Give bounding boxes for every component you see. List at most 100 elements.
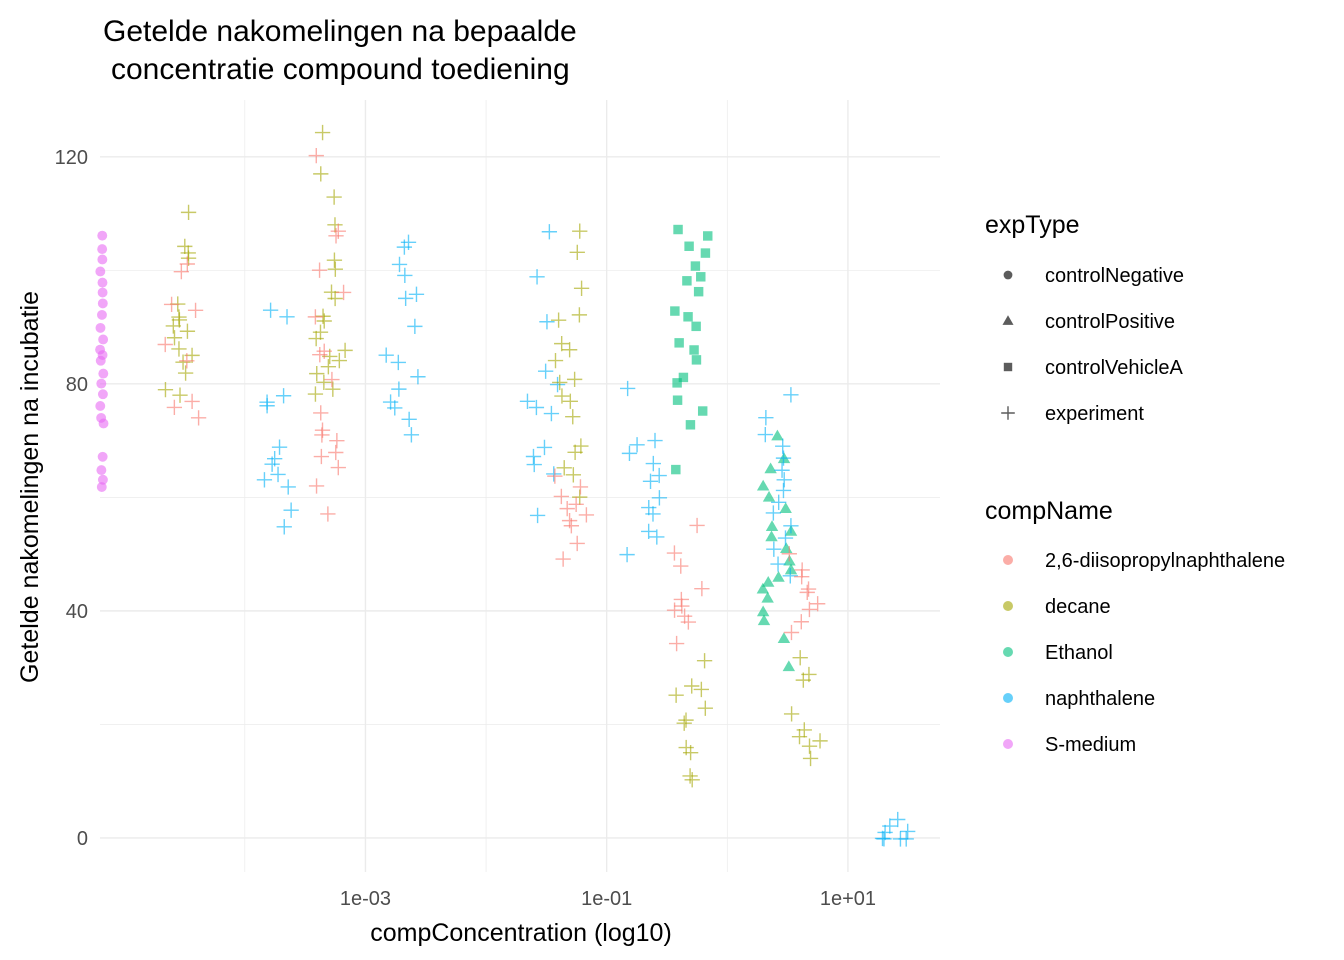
data-point (324, 371, 340, 388)
data-point (573, 280, 590, 296)
legend-key-circle (1003, 270, 1013, 280)
data-point (766, 541, 782, 557)
data-point (519, 393, 536, 409)
data-point (320, 506, 336, 522)
data-point (264, 456, 280, 472)
data-point (97, 389, 108, 400)
data-point (403, 427, 420, 443)
data-point (783, 387, 799, 403)
data-point (762, 575, 775, 587)
data-point (554, 335, 570, 352)
data-point (279, 309, 295, 325)
data-point (537, 363, 554, 379)
data-point (327, 290, 343, 307)
data-point (382, 394, 399, 410)
data-point (316, 313, 332, 329)
data-point (795, 672, 811, 688)
series-2-6-diisopropylnaphthalene (666, 517, 710, 652)
data-point (693, 286, 704, 297)
data-point (180, 204, 197, 221)
data-point (683, 312, 693, 322)
legend-label: 2,6-diisopropylnaphthalene (1045, 550, 1285, 572)
data-point (569, 244, 585, 261)
data-point (96, 482, 107, 492)
data-point (280, 479, 296, 495)
data-point (552, 374, 568, 391)
data-point (758, 410, 774, 426)
y-tick-label: 120 (55, 147, 88, 169)
x-tick-label: 1e+01 (820, 888, 876, 910)
data-point (779, 502, 792, 514)
data-point (756, 479, 770, 491)
data-point (256, 472, 273, 488)
data-point (275, 388, 292, 404)
data-point (771, 429, 784, 441)
data-point (337, 342, 353, 359)
data-point (311, 262, 328, 278)
data-point (572, 489, 588, 505)
data-point (259, 398, 275, 414)
series-2-6-diisopropylnaphthalene (307, 147, 352, 522)
data-point (312, 324, 329, 340)
data-point (97, 244, 108, 255)
data-point (398, 290, 414, 307)
legend-label: experiment (1045, 403, 1144, 425)
data-point (775, 438, 791, 454)
series-naphthalene (874, 811, 916, 847)
data-point (390, 354, 406, 371)
data-point (157, 336, 173, 353)
data-point (179, 323, 196, 339)
data-point (536, 439, 553, 456)
data-point (95, 322, 106, 333)
data-point (543, 405, 560, 422)
data-point (555, 551, 571, 567)
series-2-6-diisopropylnaphthalene (781, 546, 826, 641)
y-tick-label: 80 (66, 374, 88, 396)
data-point (177, 238, 193, 255)
data-point (782, 568, 798, 584)
series-naphthalene (619, 380, 668, 563)
data-point (794, 569, 810, 585)
data-point (770, 556, 786, 572)
data-point (308, 478, 325, 494)
data-point (666, 545, 683, 561)
data-point (572, 223, 588, 239)
data-point (541, 224, 558, 240)
data-point (179, 256, 195, 272)
data-point (697, 406, 708, 416)
data-point (620, 380, 636, 397)
legend-key-plus (1001, 406, 1015, 420)
data-point (689, 517, 705, 534)
data-point (756, 605, 770, 617)
data-point (172, 387, 188, 403)
data-point (308, 147, 324, 164)
data-point (97, 277, 108, 288)
data-point (572, 479, 589, 495)
data-point (326, 252, 343, 268)
data-point (774, 462, 790, 478)
legend-label: Ethanol (1045, 642, 1113, 664)
y-tick-label: 40 (66, 601, 88, 623)
data-point (765, 520, 779, 532)
data-point (179, 353, 195, 369)
data-point (325, 381, 341, 397)
data-point (177, 365, 194, 381)
data-point (410, 369, 426, 385)
x-tick-label: 1e-01 (581, 888, 632, 910)
data-point (173, 264, 189, 280)
legend-key-color (1003, 555, 1013, 565)
data-point (184, 393, 200, 410)
legend-label: controlVehicleA (1045, 357, 1184, 379)
data-point (565, 467, 581, 483)
data-point (776, 472, 792, 488)
data-point (316, 374, 332, 390)
data-point (97, 287, 108, 298)
data-point (874, 830, 891, 847)
data-point (693, 681, 710, 698)
data-point (95, 401, 106, 411)
data-point (391, 256, 408, 273)
data-point (270, 466, 286, 483)
data-point (802, 750, 819, 767)
data-point (539, 314, 555, 330)
series-2-6-diisopropylnaphthalene (547, 468, 595, 567)
